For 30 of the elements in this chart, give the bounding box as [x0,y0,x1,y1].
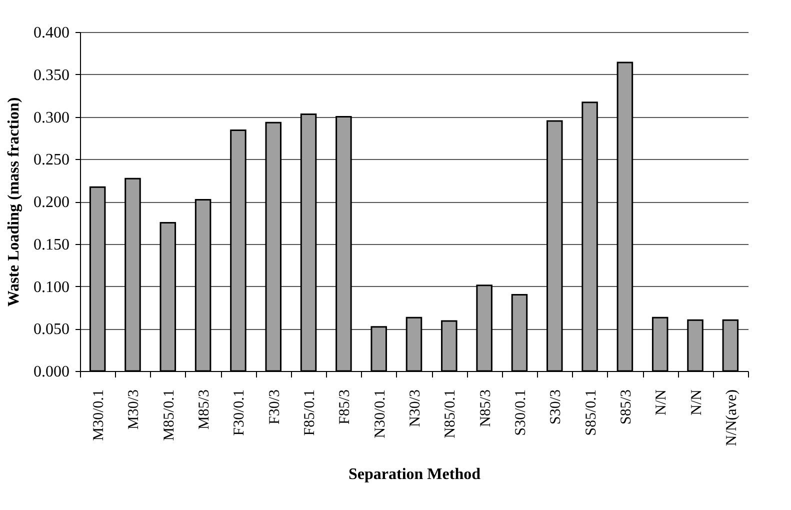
x-tick-label: N85/3 [478,390,494,427]
y-tick-label: 0.200 [34,194,70,211]
x-tick-label: F30/0.1 [232,390,248,436]
x-tick-label: S85/0.1 [583,390,600,436]
y-tick-label: 0.050 [34,321,70,338]
y-tick-label: 0.400 [34,24,70,42]
x-tick-label: N85/0.1 [442,390,459,438]
y-tick-label: 0.000 [34,364,70,380]
x-tick-label: F85/3 [337,390,354,425]
x-tick-label: M30/3 [126,390,142,430]
y-tick-label: 0.250 [34,152,70,169]
y-tick-label: 0.100 [34,278,70,296]
x-tick-label: F30/3 [266,390,283,425]
x-tick-label: M30/0.1 [91,390,108,441]
x-axis-title: Separation Method [348,466,481,484]
x-tick-label: S30/0.1 [512,390,529,436]
x-tick-label: N/N [688,389,705,416]
y-tick-label: 0.150 [34,236,70,254]
x-tick-label: N30/0.1 [372,390,388,438]
x-tick-label: F85/0.1 [302,390,318,436]
x-tick-label: S30/3 [548,390,564,425]
x-tick-label: N30/3 [408,390,424,427]
x-tick-label: M85/0.1 [161,390,178,441]
y-tick-label: 0.350 [34,66,70,84]
y-axis-title: Waste Loading (mass fraction) [6,97,22,307]
x-tick-label: N/N(ave) [724,390,740,446]
y-tick-label: 0.300 [34,109,70,126]
x-tick-label: M85/3 [196,390,213,430]
x-tick-label: S85/3 [618,390,634,425]
x-tick-label: N/N [654,389,670,416]
